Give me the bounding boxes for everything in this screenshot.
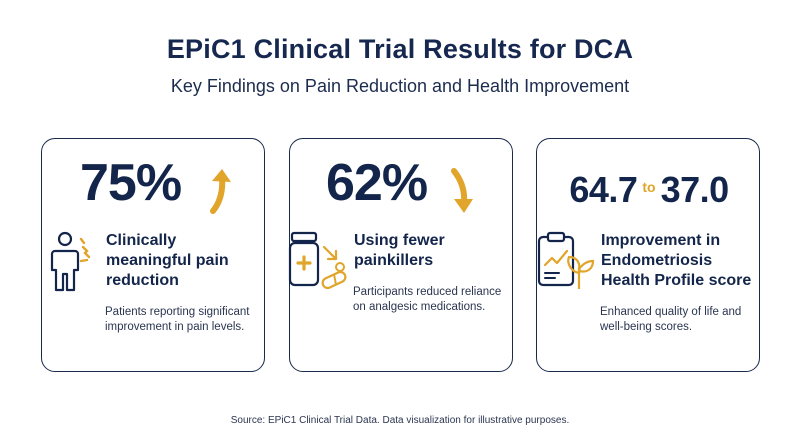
source-note: Source: EPiC1 Clinical Trial Data. Data …: [230, 415, 570, 426]
page-subtitle: Key Findings on Pain Reduction and Healt…: [170, 76, 630, 96]
arrow-down-icon: [451, 168, 473, 213]
arrow-up-icon: [210, 169, 231, 214]
clipboard-growth-icon: [537, 231, 595, 289]
score-change: 64.7 to 37.0: [549, 169, 749, 211]
card-heading: Improvement in Endometriosis Health Prof…: [601, 232, 752, 289]
score-from: 64.7: [569, 169, 638, 210]
score-connector: to: [642, 179, 656, 195]
stat-value: 62%: [326, 154, 428, 212]
card-description: Participants reduced reliance on analges…: [353, 286, 502, 313]
stat-value: 75%: [80, 154, 182, 212]
stat-card-painkillers: 62% Using fewer painkillers Participants…: [288, 138, 513, 372]
card-description: Enhanced quality of life and well-being …: [600, 306, 742, 333]
person-pain-icon: [50, 231, 91, 292]
card-heading: Clinically meaningful pain reduction: [106, 232, 229, 289]
card-heading: Using fewer painkillers: [354, 232, 445, 269]
pill-bottle-icon: [288, 231, 347, 290]
stat-card-health-profile: 64.7 to 37.0 Improvement in Endometriosi…: [536, 138, 760, 372]
score-to: 37.0: [660, 169, 730, 210]
page-title: EPiC1 Clinical Trial Results for DCA: [166, 34, 634, 64]
stat-card-pain-reduction: 75% Clinically meaningful pain reduction…: [41, 138, 265, 372]
card-description: Patients reporting significant improveme…: [105, 306, 250, 333]
